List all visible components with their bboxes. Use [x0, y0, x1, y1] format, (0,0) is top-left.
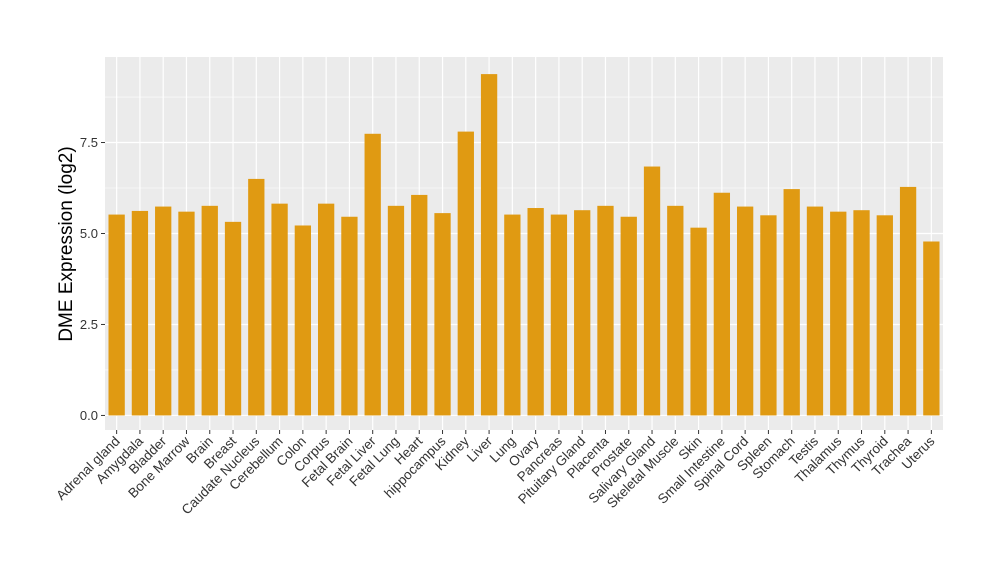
bar	[131, 210, 149, 416]
bar	[201, 205, 218, 416]
bar	[248, 178, 265, 416]
y-tick-label: 2.5	[80, 317, 98, 332]
bar	[411, 194, 428, 416]
bar	[760, 215, 777, 416]
y-tick-label: 0.0	[80, 408, 98, 423]
bar	[783, 189, 800, 416]
bar	[806, 206, 824, 416]
bar	[341, 216, 358, 416]
bar	[108, 214, 125, 416]
bar	[364, 133, 381, 416]
bar	[923, 241, 940, 416]
bar	[713, 192, 731, 416]
bars	[108, 74, 940, 416]
bar	[294, 225, 312, 416]
bar	[643, 166, 661, 416]
bar	[876, 215, 893, 416]
y-axis: 0.0 2.5 5.0 7.5	[80, 135, 105, 423]
bar	[667, 205, 684, 416]
bar	[224, 221, 242, 416]
bar	[434, 213, 451, 416]
bar	[690, 227, 707, 416]
bar	[899, 186, 917, 416]
bar	[574, 210, 591, 416]
bar	[271, 203, 288, 416]
bar	[830, 211, 847, 416]
bar	[504, 214, 521, 416]
bar	[597, 205, 614, 416]
bar	[457, 131, 474, 416]
y-tick-label: 7.5	[80, 135, 98, 150]
bar	[736, 206, 754, 416]
plot-panel	[105, 57, 943, 430]
bar	[178, 211, 195, 416]
bar	[620, 216, 637, 416]
bar	[853, 210, 870, 416]
bar	[155, 206, 172, 416]
bar	[387, 205, 405, 416]
bar	[527, 208, 544, 416]
y-tick-label: 5.0	[80, 226, 98, 241]
bar	[480, 74, 498, 416]
bar	[317, 203, 335, 416]
y-axis-label: DME Expression (log2)	[56, 146, 77, 341]
bar	[550, 214, 568, 416]
